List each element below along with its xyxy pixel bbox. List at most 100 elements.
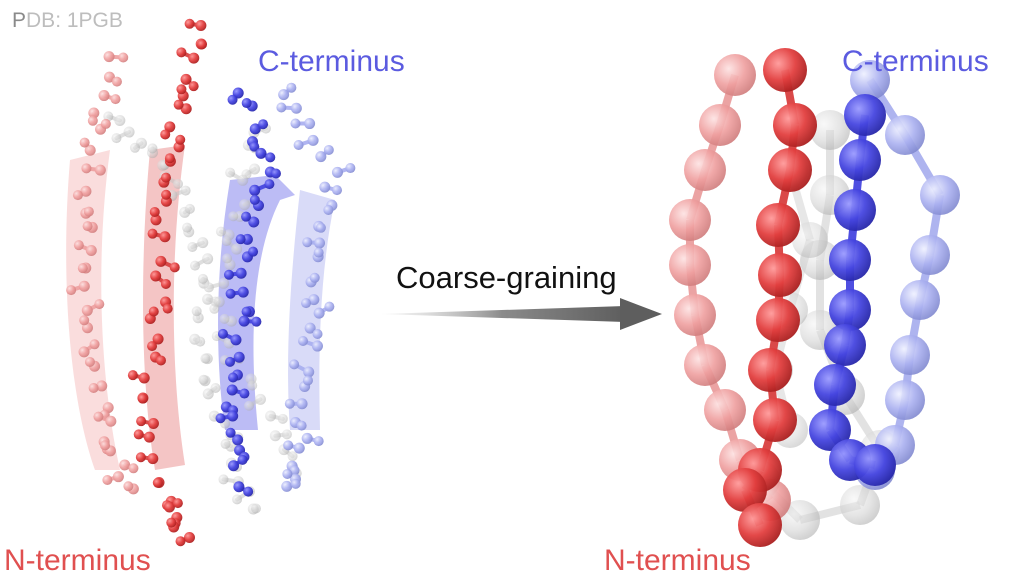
lightblue-atom [281,480,293,492]
lightblue-atom [319,181,331,193]
red-atom [152,477,163,488]
blue-atom [255,147,267,159]
blue-atom [237,454,248,465]
red-atom [176,47,187,58]
blue-bead [824,324,866,366]
lightblue-bead [885,380,925,420]
blue-bead [839,139,881,181]
red-atom [150,214,162,226]
lightblue-atom [312,329,323,340]
right-n-terminus-label: N-terminus [604,544,751,577]
lightblue-atom [296,420,307,431]
lightblue-bead [910,235,950,275]
pink-atom [78,280,90,292]
pink-bead [684,149,726,191]
pink-atom [98,90,110,102]
gray-atom [287,451,298,462]
blue-atom [241,211,252,222]
blue-atom [264,179,275,190]
blue-atom [249,141,260,152]
gray-atom [219,313,230,324]
lightblue-bead [890,335,930,375]
pink-bead [669,244,711,286]
gray-atom [111,133,122,144]
red-atom [166,517,177,528]
red-atom [184,18,195,29]
pink-atom [94,164,106,176]
pink-atom [96,380,108,392]
blue-atom [249,123,261,135]
gray-atom [218,277,230,289]
lightblue-atom [304,118,316,130]
pink-atom [111,76,122,87]
blue-atom [225,356,236,367]
red-bead [723,468,767,512]
gray-atom [265,410,277,422]
blue-atom [248,216,260,228]
pink-atom [78,346,90,358]
red-atom [180,73,192,85]
lightblue-atom [332,185,343,196]
lightblue-bead [900,280,940,320]
pink-atom [73,240,84,251]
lightblue-atom [293,442,305,454]
gray-atom [237,174,249,186]
pdb-label-rest: DB: 1PGB [26,9,123,32]
lightblue-atom [289,359,300,370]
pink-atom [66,285,77,296]
red-atom [136,416,147,427]
lightblue-atom [315,222,326,233]
cg-chain-pink [669,54,791,521]
gray-bead [840,485,880,525]
lightblue-atom [283,440,294,451]
red-atom [169,262,180,273]
red-atom [150,270,162,282]
coarse-grained-structure [669,48,960,547]
red-bead [758,253,802,297]
lightblue-atom [308,294,320,306]
red-atom [137,393,148,404]
blue-atom [228,460,240,472]
lightblue-atom [284,398,295,409]
gray-atom [187,242,198,253]
blue-bead [844,94,886,136]
gray-atom [231,243,243,255]
process-label: Coarse-graining [396,260,617,295]
gray-atom [197,273,208,284]
lightblue-atom [309,272,320,283]
red-bead [773,103,817,147]
red-bead [763,48,807,92]
pink-atom [128,463,139,474]
lightblue-atom [302,375,313,386]
blue-atom [265,152,276,163]
pink-atom [85,245,97,257]
blue-atom [237,286,249,298]
pink-atom [88,107,100,119]
pink-bead [669,199,711,241]
lightblue-atom [331,166,343,178]
blue-atom [233,351,245,363]
red-atom [160,129,171,140]
pink-atom [94,299,105,310]
lightblue-atom [307,134,319,146]
atomistic-structure [66,18,356,547]
red-bead [756,298,800,342]
lightblue-atom [290,102,302,114]
arrow-shaft [380,306,625,322]
pink-atom [123,481,134,492]
blue-atom [243,486,254,497]
red-atom [175,536,186,547]
lightblue-atom [298,335,309,346]
red-atom [133,429,144,440]
gray-bead [810,110,850,150]
pink-bead [684,344,726,386]
pink-bead [674,294,716,336]
pink-atom [100,118,111,129]
gray-atom [277,413,288,424]
lightblue-bead [920,175,960,215]
blue-bead [834,189,876,231]
red-atom [147,341,158,352]
gray-atom [182,222,193,233]
lightblue-atom [290,118,301,129]
